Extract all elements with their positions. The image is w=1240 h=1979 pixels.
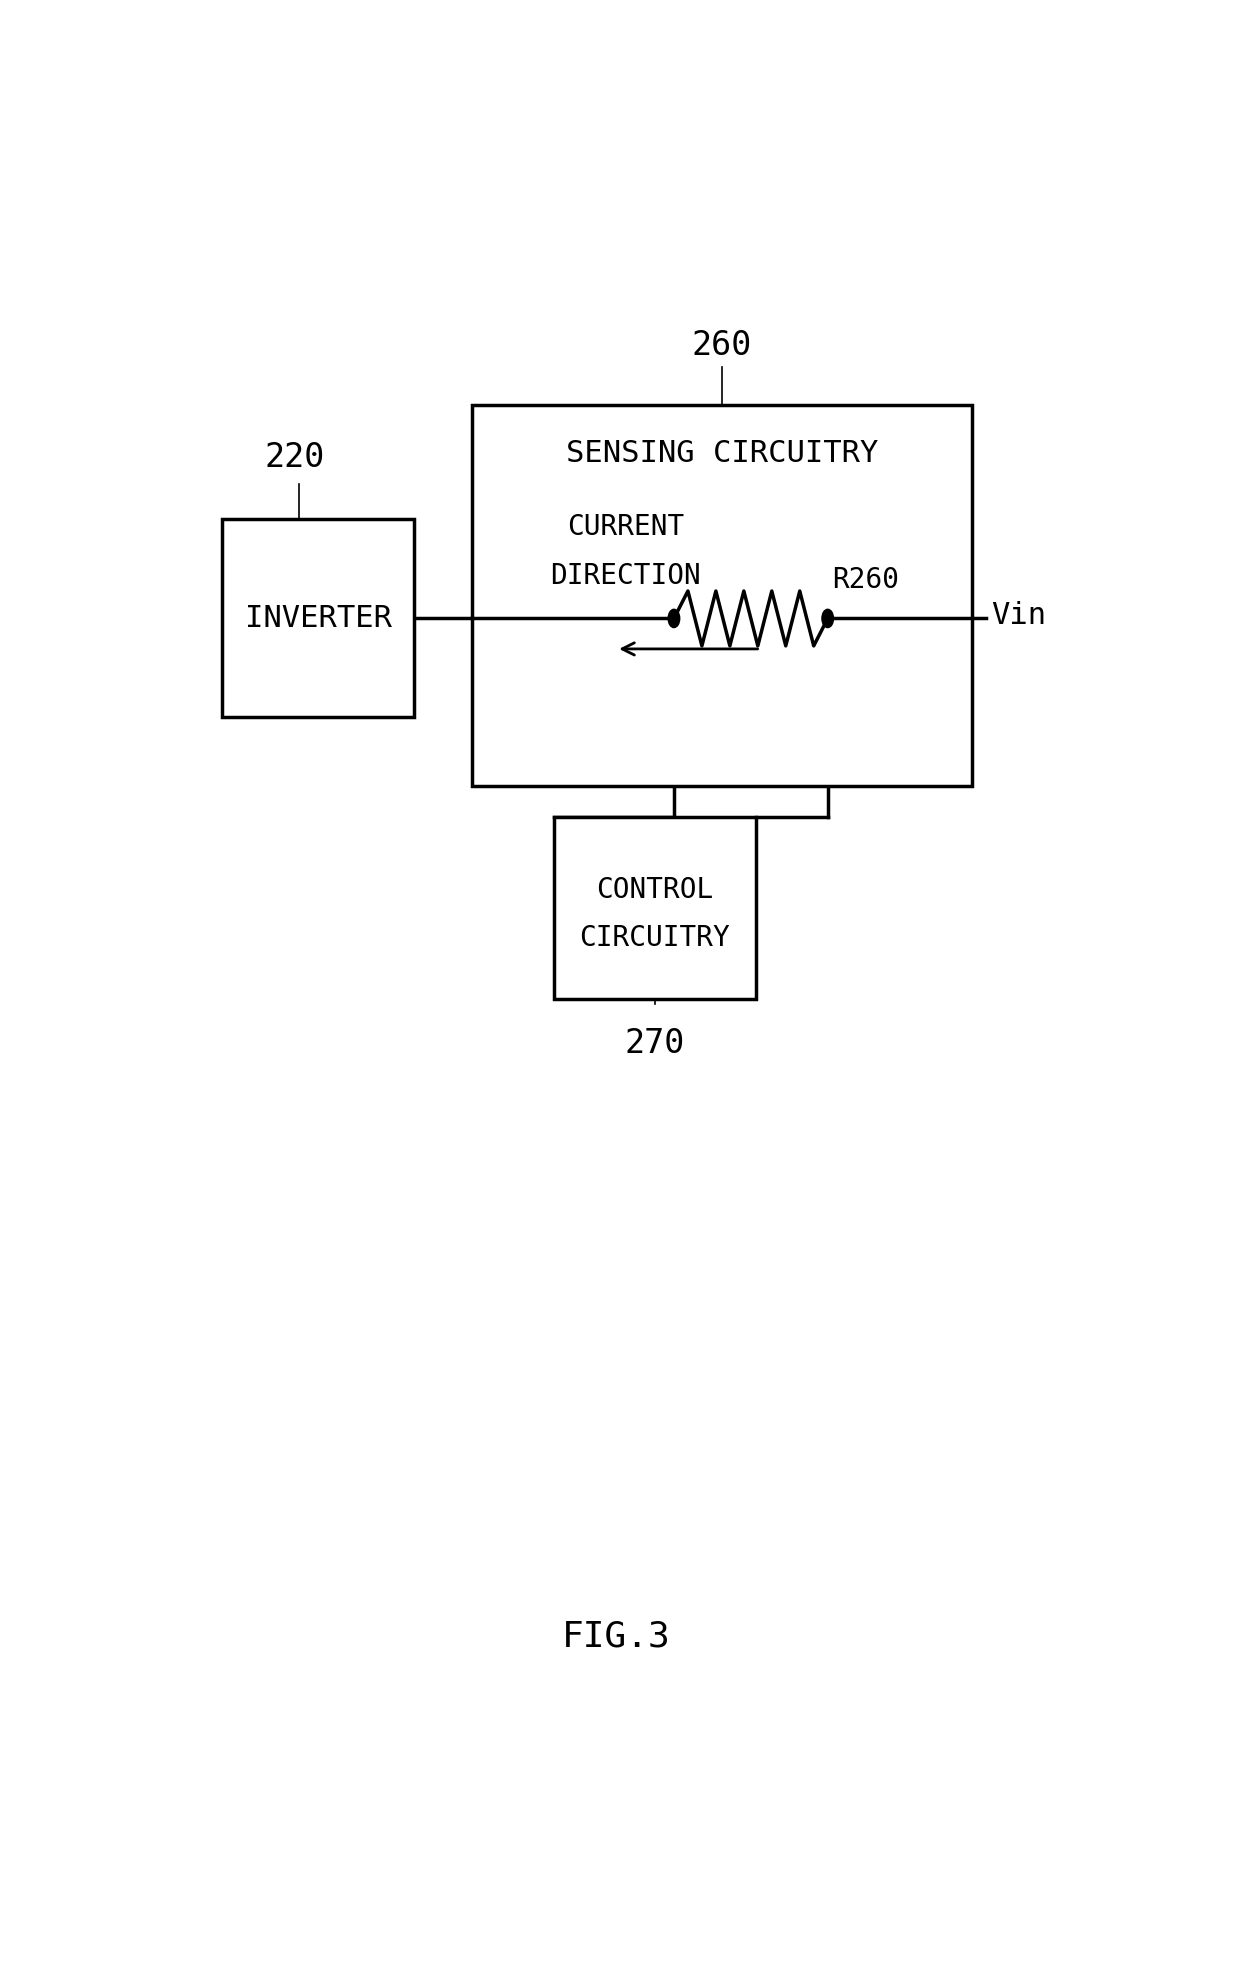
- Text: CIRCUITRY: CIRCUITRY: [579, 924, 730, 952]
- Bar: [472, 406, 972, 786]
- Text: Vin: Vin: [991, 602, 1047, 629]
- Circle shape: [668, 610, 680, 627]
- Text: 220: 220: [264, 441, 325, 473]
- Circle shape: [822, 610, 833, 627]
- Bar: [222, 518, 414, 718]
- Text: FIG.3: FIG.3: [562, 1619, 671, 1652]
- Text: INVERTER: INVERTER: [244, 604, 392, 633]
- Text: 260: 260: [692, 329, 753, 362]
- Text: DIRECTION: DIRECTION: [551, 562, 702, 590]
- Text: R260: R260: [832, 566, 899, 594]
- Text: CONTROL: CONTROL: [596, 875, 713, 904]
- Bar: [554, 817, 755, 999]
- Text: 270: 270: [625, 1027, 684, 1061]
- Text: CURRENT: CURRENT: [567, 513, 684, 540]
- Text: SENSING CIRCUITRY: SENSING CIRCUITRY: [565, 439, 878, 469]
